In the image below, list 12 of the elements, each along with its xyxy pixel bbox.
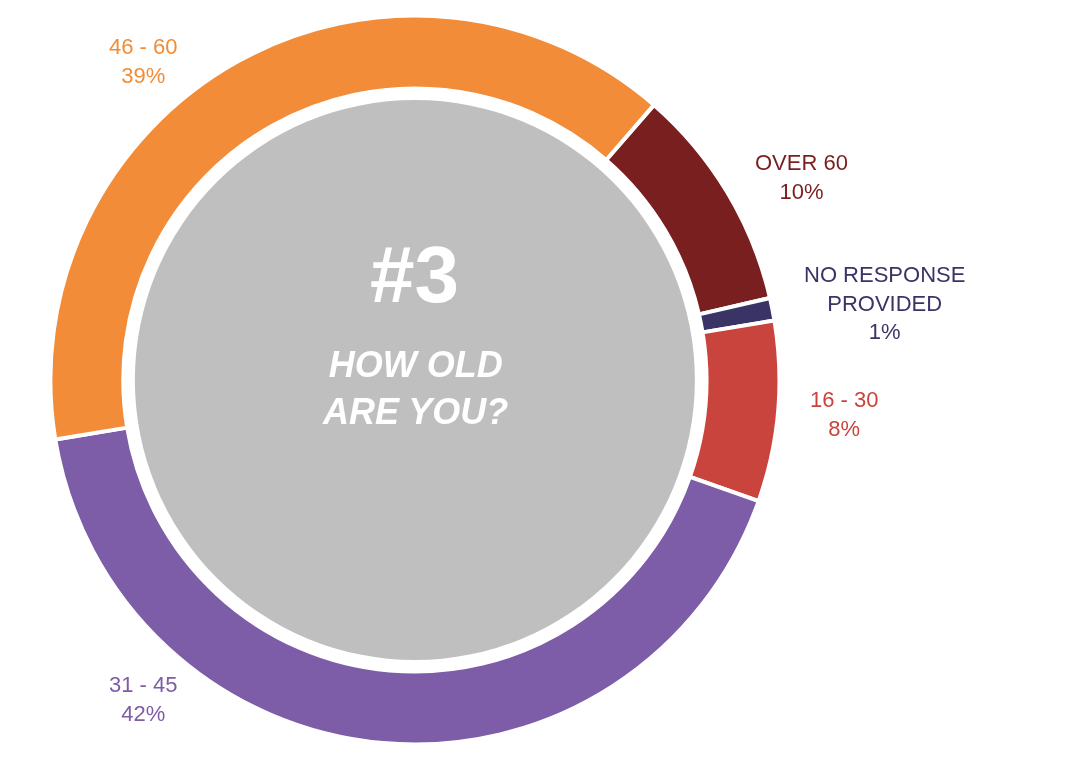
slice-label: NO RESPONSE PROVIDED [804,262,966,316]
data-label: 1% [868,319,901,345]
data-label: 39% [121,62,166,88]
data-label: 8% [828,415,861,441]
slice-label: 31 - 45 [109,672,178,697]
text: #3 [370,230,459,319]
data-label: 10% [779,178,824,204]
data-label: 42% [121,700,166,726]
text: HOW OLD ARE YOU? [322,344,509,432]
slice-label: 16 - 30 [810,387,879,412]
slice-label: 46 - 60 [109,34,178,59]
slice-label: OVER 60 [755,150,848,175]
